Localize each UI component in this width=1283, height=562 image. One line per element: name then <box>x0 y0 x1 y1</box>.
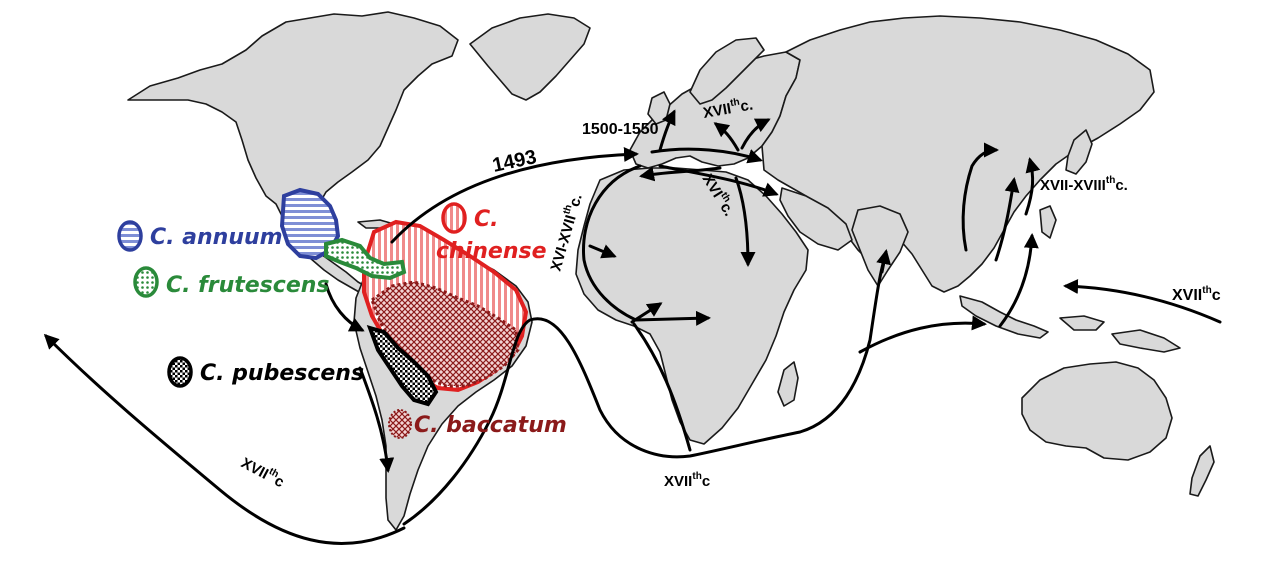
baccatum-swatch <box>388 409 412 439</box>
india <box>851 205 909 287</box>
indonesia <box>959 295 1105 339</box>
route-atlantic-loop <box>402 252 888 526</box>
route-africa-gulf <box>588 244 617 259</box>
route-japan <box>1024 157 1041 216</box>
philippines <box>1039 205 1057 239</box>
annuum-label: C. annuum <box>150 225 283 250</box>
pubescens-area <box>366 325 439 407</box>
asia <box>761 15 1155 293</box>
label-xvii-pacific-east: XVIIthc <box>1172 285 1221 304</box>
arabia <box>779 187 853 251</box>
route-med-back <box>639 166 722 182</box>
route-asia-north <box>961 142 999 252</box>
dispersal-routes <box>43 109 1222 545</box>
north-america <box>127 11 459 237</box>
baccatum-label: C. baccatum <box>414 413 567 438</box>
route-indian-ocean <box>858 315 987 354</box>
route-atlantic-loop-arrow <box>876 249 892 274</box>
route-africa-west <box>581 164 711 326</box>
route-annuum-south <box>324 282 365 332</box>
distribution-areas <box>279 187 529 407</box>
route-med-south <box>658 164 779 197</box>
chinense-label-line1: C. <box>474 207 499 232</box>
greenland <box>469 13 591 101</box>
route-africa-east <box>734 176 756 267</box>
route-africa-branch <box>630 302 663 324</box>
route-south-america-coast <box>358 366 395 473</box>
route-philippines <box>998 233 1039 328</box>
landmasses <box>127 11 1215 531</box>
australia <box>1021 361 1173 461</box>
madagascar <box>777 361 799 407</box>
pubescens-swatch <box>167 356 193 388</box>
japan <box>1065 129 1093 175</box>
route-asia-coast <box>994 177 1020 262</box>
species-labels: C. annuum C. frutescens C. pubescens C. … <box>117 202 567 439</box>
british-isles <box>647 91 671 125</box>
new-guinea <box>1111 329 1181 353</box>
label-1493: 1493 <box>490 146 538 177</box>
new-zealand <box>1189 445 1215 497</box>
chinense-label-line2: chinense <box>436 239 547 264</box>
frutescens-label: C. frutescens <box>166 273 330 298</box>
route-pacific-west <box>43 333 406 545</box>
africa <box>575 167 809 445</box>
label-xvii-europe: XVIIthc. <box>701 94 754 121</box>
label-xvii-xviii: XVII-XVIIIthc. <box>1040 175 1128 194</box>
label-1500-1550: 1500-1550 <box>582 121 659 138</box>
label-xvii-pacific-west: XVIIthc <box>238 453 288 491</box>
route-pacific-east <box>1063 278 1222 324</box>
frutescens-swatch <box>133 266 159 298</box>
frutescens-area <box>324 237 407 281</box>
pubescens-label: C. pubescens <box>200 361 364 386</box>
chinense-swatch <box>441 202 467 234</box>
route-north-2 <box>713 122 740 152</box>
route-1493 <box>390 147 639 244</box>
route-north-1 <box>658 109 676 152</box>
route-north-3 <box>740 118 771 150</box>
route-med-east <box>650 147 763 164</box>
route-africa-cape <box>632 322 692 452</box>
label-xvii-africa: XVIIthc <box>664 471 710 490</box>
annuum-swatch <box>117 220 143 252</box>
scandinavia <box>689 37 765 105</box>
